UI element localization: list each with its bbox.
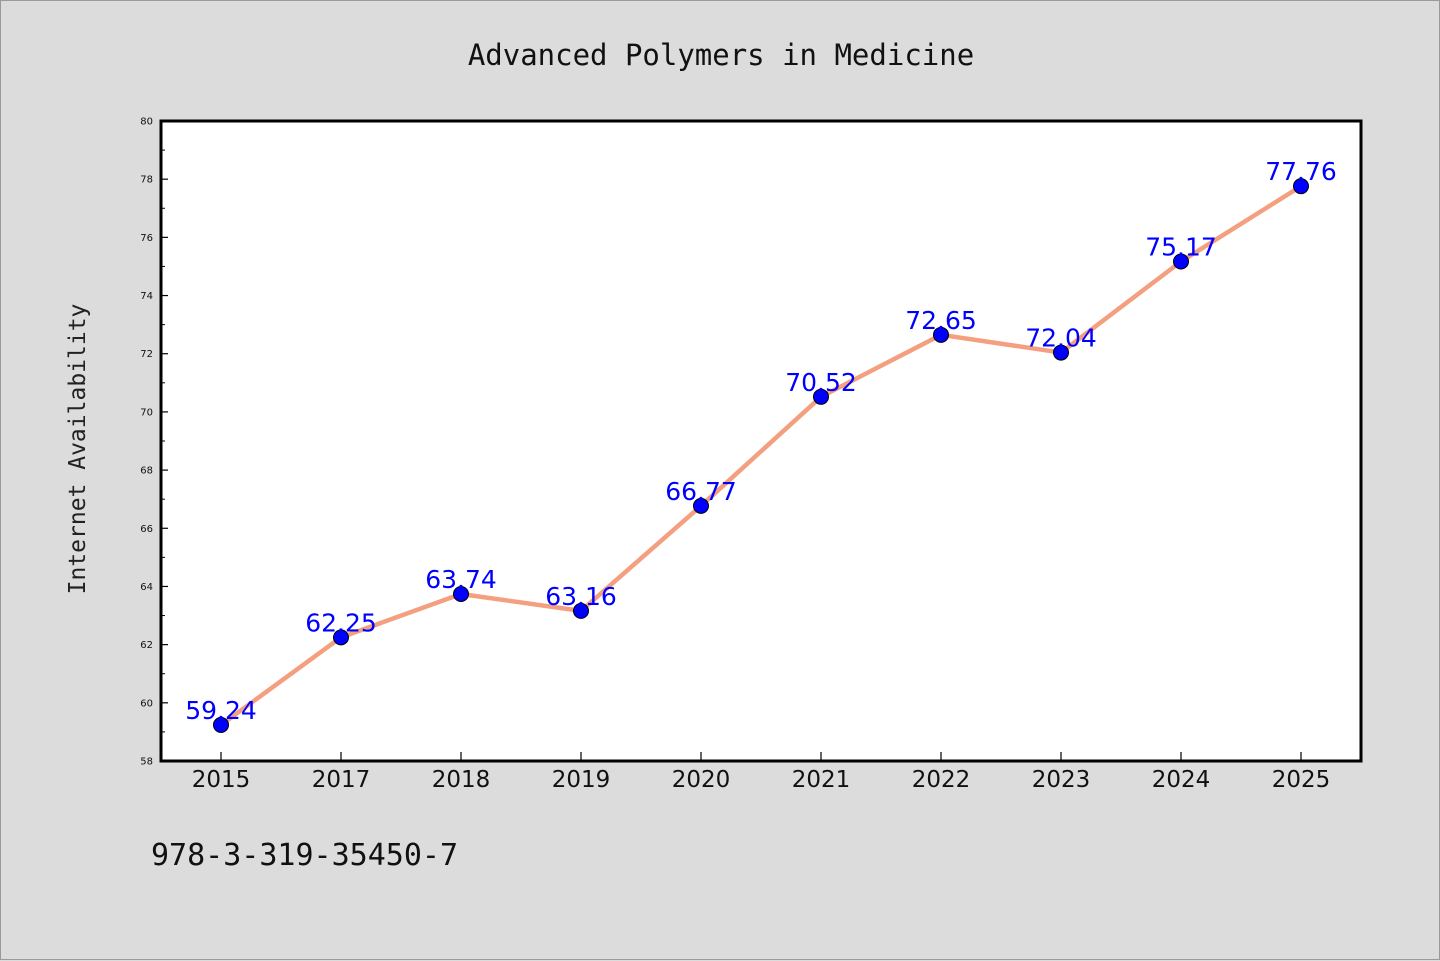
y-tick-label: 70 — [140, 407, 153, 418]
data-label: 70.52 — [785, 368, 857, 397]
y-axis-label: Internet Availability — [65, 304, 91, 595]
data-point — [1293, 178, 1309, 195]
data-label: 63.16 — [545, 582, 617, 611]
isbn-label: 978-3-319-35450-7 — [151, 838, 458, 873]
data-label: 66.77 — [665, 477, 737, 506]
y-tick-label: 76 — [140, 233, 153, 244]
x-tick-label: 2018 — [432, 767, 491, 793]
x-tick-label: 2023 — [1032, 767, 1091, 793]
data-label: 72.04 — [1025, 324, 1097, 353]
y-tick-label: 68 — [140, 466, 153, 477]
data-label: 77.76 — [1265, 157, 1337, 186]
x-tick-label: 2021 — [792, 767, 851, 793]
data-label: 59.24 — [185, 696, 257, 725]
data-point — [333, 629, 349, 646]
x-tick-label: 2017 — [312, 767, 371, 793]
plot-area — [159, 119, 1363, 763]
y-tick-label: 74 — [140, 291, 153, 302]
data-label: 75.17 — [1145, 233, 1217, 262]
y-tick-label: 62 — [140, 640, 153, 651]
series-line — [218, 183, 1304, 728]
x-tick-label: 2025 — [1272, 767, 1331, 793]
y-tick-label: 64 — [140, 582, 153, 593]
data-point — [813, 388, 829, 405]
data-label: 63.74 — [425, 565, 497, 594]
data-point — [453, 586, 469, 603]
x-tick-label: 2024 — [1152, 767, 1211, 793]
y-tick-label: 66 — [140, 524, 153, 535]
data-point — [1053, 344, 1069, 361]
y-tick-label: 72 — [140, 349, 153, 360]
y-axis: 58 60 62 64 66 68 70 72 74 76 78 80 — [140, 117, 168, 768]
chart-title: Advanced Polymers in Medicine — [468, 38, 974, 72]
y-tick-label: 78 — [140, 175, 153, 186]
x-tick-label: 2019 — [552, 767, 611, 793]
data-label: 72.65 — [905, 306, 977, 335]
x-axis: 2015 2017 2018 2019 2020 2021 2022 2023 2024 2025 — [192, 752, 1331, 793]
y-tick-label: 60 — [140, 698, 153, 709]
data-point — [573, 602, 589, 619]
x-tick-label: 2015 — [192, 767, 251, 793]
y-tick-label: 80 — [140, 117, 153, 128]
data-point — [693, 497, 709, 514]
data-point — [213, 716, 229, 733]
data-label: 62.25 — [305, 608, 377, 637]
x-tick-label: 2020 — [672, 767, 731, 793]
series-group: 59.24 62.25 63.74 63.16 66.77 70.52 72.65 72.04… — [185, 157, 1337, 733]
data-point — [1173, 253, 1189, 270]
x-tick-label: 2022 — [912, 767, 971, 793]
y-tick-label: 58 — [140, 757, 153, 768]
data-point — [933, 326, 949, 343]
